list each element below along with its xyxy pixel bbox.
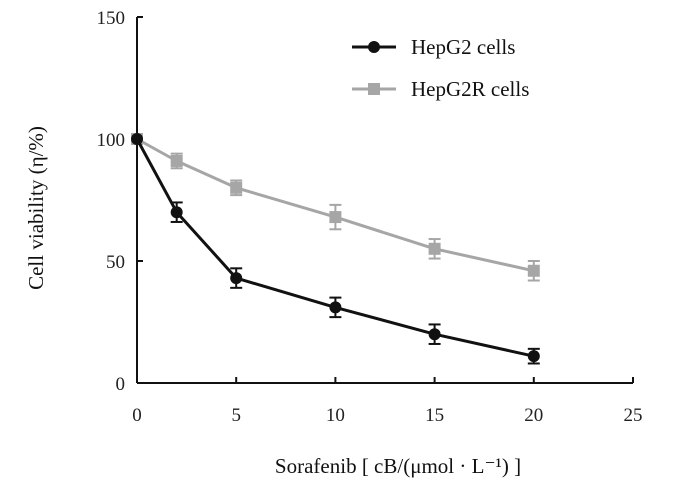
data-point [428,242,441,255]
series-line-hepg2-cells [135,138,535,358]
data-point [527,264,540,277]
y-tick-label: 150 [97,8,126,29]
series-layer [131,133,540,365]
data-point [170,154,183,167]
series-hepg2-cells [131,133,540,365]
legend-entry-hepg2: HepG2 cells [352,35,515,59]
y-tick-label: 0 [116,374,126,395]
series-line-hepg2r-cells [136,137,535,273]
data-point [329,301,342,314]
x-tick-label: 15 [425,405,444,426]
x-tick-label: 10 [326,405,345,426]
y-tick-label: 50 [106,252,125,273]
x-axis-title: Sorafenib [ cB/(μmol · L⁻¹) ] [275,454,521,478]
legend-marker-hepg2 [368,41,380,53]
data-point [170,206,183,219]
x-tick-label: 20 [524,405,543,426]
legend-entry-hepg2r: HepG2R cells [352,77,529,101]
data-point [428,328,441,341]
data-point [131,133,143,145]
x-tick-label: 0 [132,405,142,426]
data-point [230,272,243,285]
plot-area: 0 5 10 15 20 25 0 50 100 150 [97,8,643,426]
legend-label-hepg2r: HepG2R cells [411,77,529,101]
data-point [329,211,342,224]
x-tick-label: 25 [624,405,643,426]
legend-marker-hepg2r [368,83,380,95]
legend: HepG2 cells HepG2R cells [352,35,529,101]
legend-label-hepg2: HepG2 cells [411,35,515,59]
x-axis-ticks: 0 5 10 15 20 25 [132,377,643,426]
data-point [527,350,540,363]
x-tick-label: 5 [231,405,241,426]
series-hepg2r-cells [131,133,540,282]
y-axis-title: Cell viability (η/%) [24,126,48,290]
data-point [230,181,243,194]
y-tick-label: 100 [97,130,126,151]
